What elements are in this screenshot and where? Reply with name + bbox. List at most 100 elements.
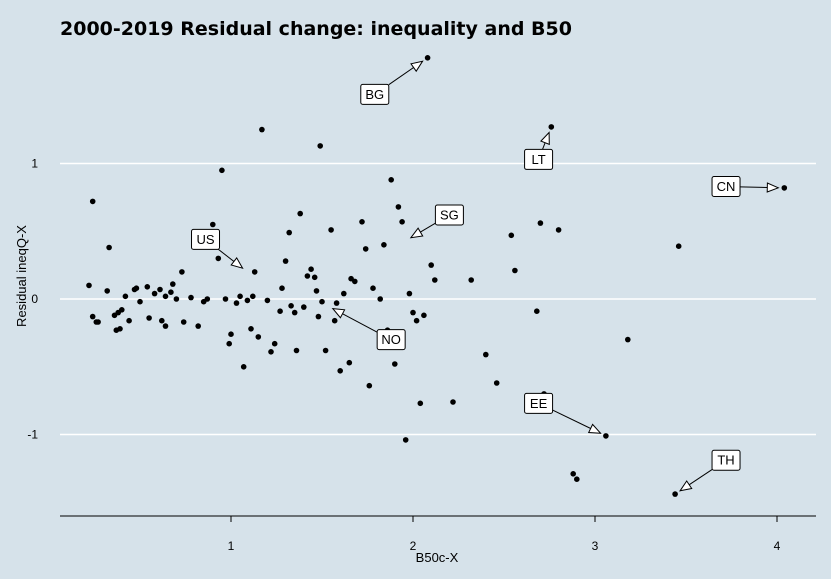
annotation-ee: EE xyxy=(524,392,602,434)
data-point xyxy=(271,340,278,347)
annotation-label: US xyxy=(196,232,214,247)
data-point xyxy=(508,232,515,239)
data-point xyxy=(106,244,112,251)
data-point xyxy=(362,246,369,252)
data-point xyxy=(428,262,435,268)
data-point xyxy=(333,300,340,306)
annotation-label: SG xyxy=(440,207,459,222)
data-point xyxy=(337,368,344,374)
data-point xyxy=(168,289,174,296)
y-axis-label: Residual ineqQ-X xyxy=(14,225,29,327)
data-point xyxy=(399,219,405,225)
x-tick-label: 3 xyxy=(592,539,599,553)
annotation-box xyxy=(711,449,741,471)
annotation-th: TH xyxy=(679,449,741,492)
y-tick-label: 0 xyxy=(31,292,38,306)
annotation-arrowhead xyxy=(766,182,780,193)
data-point xyxy=(293,347,300,354)
data-point xyxy=(548,124,555,130)
data-point xyxy=(377,296,384,302)
data-points xyxy=(86,55,788,497)
annotation-lt: LT xyxy=(524,131,554,170)
data-point xyxy=(255,334,262,340)
x-axis-label: B50c-X xyxy=(416,550,459,565)
data-point xyxy=(119,307,125,313)
data-point xyxy=(625,336,631,343)
annotation-label: CN xyxy=(717,179,736,194)
data-point xyxy=(268,349,274,355)
data-point xyxy=(304,273,311,279)
data-point xyxy=(282,258,289,264)
data-point xyxy=(188,294,194,301)
data-point xyxy=(219,167,225,174)
data-point xyxy=(250,293,256,300)
data-point xyxy=(162,293,169,300)
data-point xyxy=(319,298,325,305)
annotation-arrowhead xyxy=(230,257,244,270)
data-point xyxy=(179,269,185,275)
data-point xyxy=(222,296,229,302)
data-point xyxy=(328,227,334,233)
data-point xyxy=(406,290,413,297)
data-point xyxy=(574,476,580,483)
data-point xyxy=(381,242,387,248)
data-point xyxy=(388,177,395,183)
data-point xyxy=(781,185,788,191)
data-point xyxy=(277,308,283,315)
data-point xyxy=(370,285,376,292)
data-point xyxy=(570,471,576,477)
data-point xyxy=(157,286,163,293)
data-point xyxy=(341,290,347,297)
data-point xyxy=(244,297,251,304)
data-point xyxy=(534,308,540,315)
data-point xyxy=(450,399,456,405)
data-point xyxy=(248,326,254,332)
data-point xyxy=(146,315,152,321)
chart-title: 2000-2019 Residual change: inequality an… xyxy=(60,18,572,40)
annotation-arrowhead xyxy=(679,480,693,492)
data-point xyxy=(366,382,373,389)
data-point xyxy=(317,143,324,149)
data-point xyxy=(210,221,216,228)
annotation-arrowhead xyxy=(540,131,550,146)
data-point xyxy=(359,219,365,225)
y-tick-label: 1 xyxy=(31,157,38,171)
data-point xyxy=(237,293,243,300)
annotation-box xyxy=(376,329,406,351)
annotation-arrowhead xyxy=(409,227,424,239)
x-axis-ticks: 1 2 3 4 xyxy=(228,516,781,553)
x-tick-label: 4 xyxy=(774,539,781,553)
data-point xyxy=(413,317,420,324)
y-tick-label: -1 xyxy=(27,428,38,442)
data-point xyxy=(308,266,314,273)
data-point xyxy=(126,317,132,324)
data-point xyxy=(603,433,609,439)
annotations: BG LT CN SG US NO EE TH xyxy=(191,60,780,492)
data-point xyxy=(322,347,329,354)
data-point xyxy=(483,351,489,358)
annotation-arrowhead xyxy=(587,423,602,434)
data-point xyxy=(346,359,353,366)
data-point xyxy=(122,293,129,300)
data-point xyxy=(395,204,402,210)
data-point xyxy=(215,255,222,262)
data-point xyxy=(226,340,232,347)
data-point xyxy=(86,282,92,289)
data-point xyxy=(233,300,240,306)
data-point xyxy=(131,286,138,293)
data-point xyxy=(313,288,320,294)
data-point xyxy=(170,281,176,287)
data-point xyxy=(288,303,294,309)
data-point xyxy=(95,319,101,325)
data-point xyxy=(331,317,338,324)
data-point xyxy=(89,313,96,320)
x-tick-label: 2 xyxy=(410,539,417,553)
data-point xyxy=(417,400,424,407)
gridlines xyxy=(60,162,816,436)
y-axis-ticks: 1 0 -1 xyxy=(27,157,38,442)
annotation-label: NO xyxy=(381,332,401,347)
annotation-box xyxy=(434,204,464,226)
x-tick-label: 1 xyxy=(228,539,235,553)
annotation-label: LT xyxy=(531,152,545,167)
